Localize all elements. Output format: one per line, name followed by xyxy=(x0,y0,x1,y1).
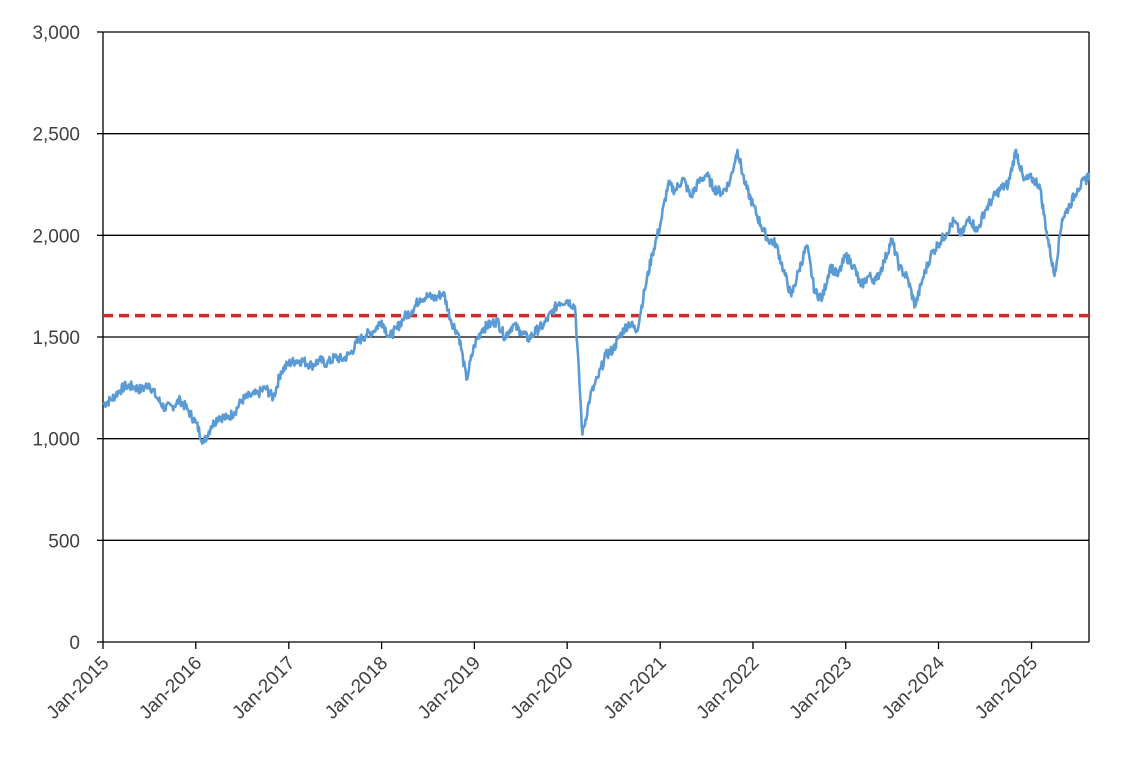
x-tick-label: Jan-2019 xyxy=(414,653,485,724)
series-line-0 xyxy=(102,148,1091,445)
y-tick-label: 2,500 xyxy=(32,125,80,146)
x-tick-label: Jan-2020 xyxy=(507,653,578,724)
y-tick-label: 0 xyxy=(69,633,80,654)
x-tick-label: Jan-2021 xyxy=(600,653,671,724)
y-tick-label: 500 xyxy=(48,531,80,552)
y-tick-label: 1,500 xyxy=(32,328,80,349)
y-tick-label: 1,000 xyxy=(32,430,80,451)
y-tick-label: 2,000 xyxy=(32,226,80,247)
y-tick-label: 3,000 xyxy=(32,23,80,44)
x-tick-labels: Jan-2015 Jan-2016 Jan-2017 Jan-2018 Jan-2019… xyxy=(43,652,1042,723)
x-tick-label: Jan-2022 xyxy=(693,653,764,724)
x-tick-label: Jan-2018 xyxy=(321,653,392,724)
axes xyxy=(97,31,1090,649)
x-tick-label: Jan-2023 xyxy=(785,653,856,724)
series-layer xyxy=(102,148,1091,445)
x-tick-label: Jan-2016 xyxy=(135,653,206,724)
x-tick-label: Jan-2015 xyxy=(43,653,114,724)
x-tick-label: Jan-2024 xyxy=(878,652,949,723)
y-tick-labels: 0 500 1,000 1,500 2,000 2,500 3,000 xyxy=(32,23,80,654)
grid-lines xyxy=(103,31,1089,541)
x-tick-label: Jan-2025 xyxy=(971,653,1042,724)
x-tick-label: Jan-2017 xyxy=(228,653,299,724)
